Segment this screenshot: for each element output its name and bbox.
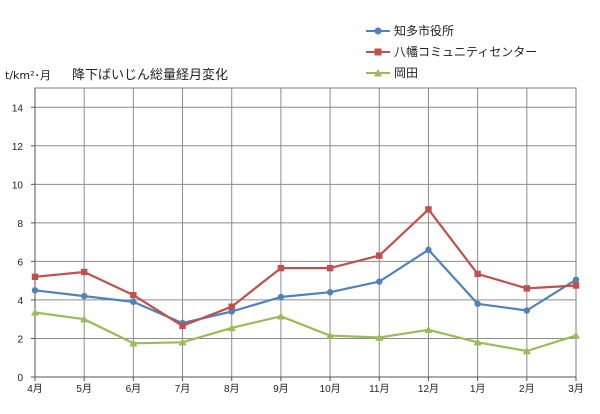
data-point	[376, 278, 383, 285]
chart-title: 降下ばいじん総量経月変化	[72, 68, 229, 83]
data-point	[522, 346, 531, 355]
legend-item-yawata: 八幡コミュニティセンター	[366, 41, 537, 62]
tick-labels: 0 2 4 6 8 10 12 14 4月 5月 6月 7月 8月 9月 10月 11月 12月 1月 2月 3月	[12, 103, 584, 395]
data-point	[523, 307, 531, 314]
data-point	[474, 270, 481, 278]
y-tick-label: 10	[12, 180, 24, 191]
data-point	[425, 206, 432, 213]
series-0	[31, 246, 580, 327]
y-tick-label: 8	[17, 219, 23, 230]
data-point	[326, 331, 335, 339]
series-group	[31, 206, 580, 355]
data-point	[276, 312, 285, 320]
data-point	[130, 298, 137, 306]
y-tick-label: 0	[17, 373, 23, 384]
legend-swatch-circle	[366, 27, 390, 34]
series-line	[34, 208, 577, 327]
y-tick-label: 12	[12, 142, 24, 153]
y-tick-label: 2	[17, 334, 23, 345]
series-line	[34, 248, 577, 325]
data-point	[80, 268, 88, 276]
y-tick-label: 4	[17, 296, 23, 307]
legend-label: 八幡コミュニティセンター	[394, 45, 538, 59]
data-point	[523, 285, 531, 292]
data-point	[424, 325, 433, 333]
x-tick-label: 1月	[470, 383, 486, 395]
data-point	[31, 273, 39, 281]
grid-lines	[34, 87, 577, 378]
data-point	[326, 289, 334, 296]
x-tick-label: 9月	[273, 383, 289, 395]
data-point	[572, 331, 580, 339]
x-tick-label: 6月	[126, 383, 142, 395]
data-point	[572, 282, 580, 289]
x-tick-label: 10月	[320, 383, 341, 395]
data-point	[326, 264, 334, 272]
data-point	[178, 338, 187, 346]
axes	[31, 88, 577, 381]
data-point	[80, 315, 89, 323]
legend-label: 知多市役所	[394, 24, 455, 38]
legend: 知多市役所 八幡コミュニティセンター 岡田	[366, 20, 537, 83]
x-tick-label: 7月	[175, 383, 191, 395]
x-tick-label: 3月	[568, 383, 584, 395]
data-point	[277, 293, 285, 301]
series-line	[34, 311, 577, 353]
legend-item-okada: 岡田	[366, 62, 537, 83]
y-tick-label: 6	[17, 257, 23, 268]
x-tick-label: 2月	[519, 383, 535, 395]
legend-swatch-triangle	[366, 68, 390, 76]
series-2	[31, 308, 580, 355]
data-point	[129, 339, 138, 347]
data-point	[474, 300, 481, 307]
x-tick-label: 11月	[369, 383, 389, 395]
legend-item-shiyakusho: 知多市役所	[366, 20, 537, 41]
data-point	[572, 276, 580, 283]
x-tick-label: 5月	[76, 383, 92, 395]
y-tick-label: 14	[12, 103, 24, 114]
data-point	[228, 303, 235, 310]
x-tick-label: 4月	[27, 383, 43, 395]
legend-label: 岡田	[394, 66, 419, 80]
data-point	[227, 323, 236, 332]
data-point	[277, 264, 285, 272]
x-tick-label: 8月	[224, 383, 240, 395]
data-point	[228, 308, 235, 315]
data-point	[376, 252, 383, 259]
y-axis-unit-label: t/km²･月	[5, 69, 52, 82]
data-point	[179, 322, 186, 330]
data-point	[31, 308, 39, 316]
plot-area	[34, 87, 577, 378]
data-point	[473, 338, 482, 346]
data-point	[130, 291, 137, 299]
data-point	[425, 246, 432, 254]
data-point	[80, 292, 88, 300]
data-point	[31, 287, 39, 294]
data-point	[375, 333, 384, 341]
legend-swatch-square	[366, 48, 390, 55]
series-1	[31, 206, 580, 330]
x-tick-label: 12月	[418, 383, 439, 395]
